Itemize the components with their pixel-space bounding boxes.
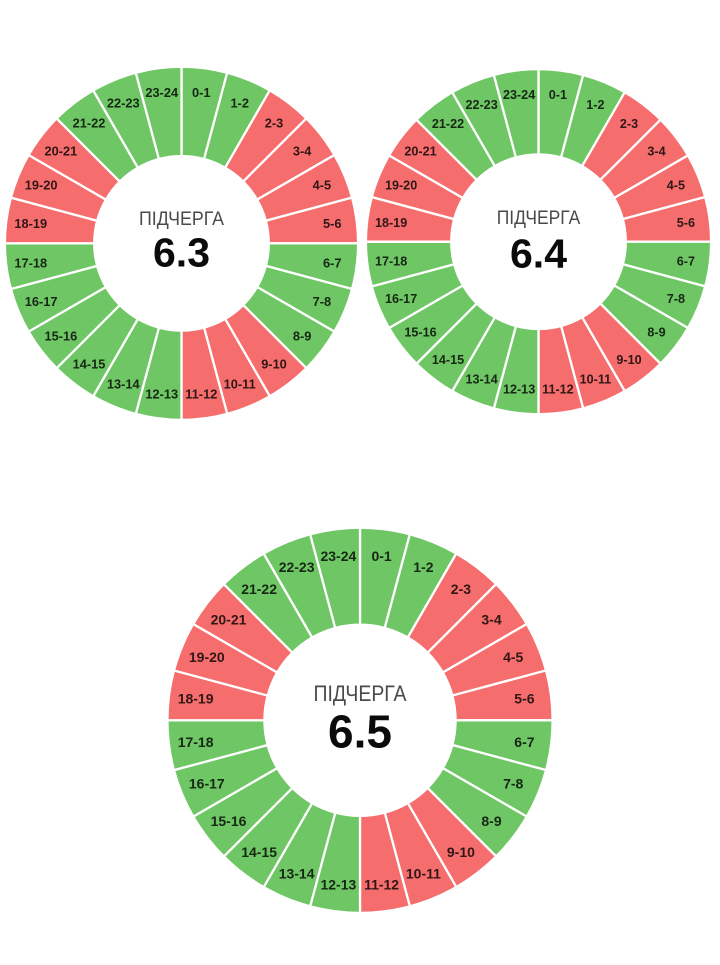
svg-text:17-18: 17-18 xyxy=(14,256,47,271)
svg-text:14-15: 14-15 xyxy=(241,844,277,860)
svg-text:19-20: 19-20 xyxy=(25,178,58,193)
svg-text:10-11: 10-11 xyxy=(580,373,612,387)
svg-text:19-20: 19-20 xyxy=(189,649,225,665)
svg-text:2-3: 2-3 xyxy=(451,581,471,597)
svg-text:2-3: 2-3 xyxy=(620,117,638,131)
svg-text:0-1: 0-1 xyxy=(549,88,567,102)
svg-text:11-12: 11-12 xyxy=(364,877,399,893)
svg-text:13-14: 13-14 xyxy=(465,373,497,387)
svg-text:20-21: 20-21 xyxy=(404,145,436,159)
svg-text:14-15: 14-15 xyxy=(73,357,106,372)
svg-text:ПІДЧЕРГА: ПІДЧЕРГА xyxy=(497,208,581,229)
svg-text:3-4: 3-4 xyxy=(293,143,312,158)
svg-text:18-19: 18-19 xyxy=(178,691,214,707)
svg-text:2-3: 2-3 xyxy=(265,115,284,130)
svg-text:6.4: 6.4 xyxy=(510,230,567,276)
svg-text:5-6: 5-6 xyxy=(514,691,534,707)
svg-text:10-11: 10-11 xyxy=(224,376,256,391)
svg-text:1-2: 1-2 xyxy=(413,559,433,575)
svg-text:21-22: 21-22 xyxy=(241,581,277,597)
svg-text:6-7: 6-7 xyxy=(323,256,342,271)
svg-text:3-4: 3-4 xyxy=(481,611,501,627)
svg-text:8-9: 8-9 xyxy=(647,326,665,340)
svg-text:15-16: 15-16 xyxy=(211,813,247,829)
svg-text:4-5: 4-5 xyxy=(667,178,685,192)
svg-text:6-7: 6-7 xyxy=(514,734,534,750)
svg-text:9-10: 9-10 xyxy=(261,357,287,372)
svg-text:6-7: 6-7 xyxy=(677,255,695,269)
svg-text:17-18: 17-18 xyxy=(375,255,407,269)
svg-text:18-19: 18-19 xyxy=(375,216,407,230)
svg-text:6.5: 6.5 xyxy=(328,706,392,758)
svg-text:7-8: 7-8 xyxy=(313,294,332,309)
svg-text:ПІДЧЕРГА: ПІДЧЕРГА xyxy=(314,681,407,706)
svg-text:ПІДЧЕРГА: ПІДЧЕРГА xyxy=(139,209,224,230)
svg-text:13-14: 13-14 xyxy=(279,866,315,882)
svg-text:21-22: 21-22 xyxy=(432,117,464,131)
svg-text:19-20: 19-20 xyxy=(385,178,417,192)
svg-text:16-17: 16-17 xyxy=(25,294,58,309)
svg-text:16-17: 16-17 xyxy=(189,776,225,792)
svg-text:16-17: 16-17 xyxy=(385,292,417,306)
svg-text:8-9: 8-9 xyxy=(481,813,501,829)
svg-text:12-13: 12-13 xyxy=(145,387,178,402)
svg-text:0-1: 0-1 xyxy=(371,548,391,564)
svg-text:23-24: 23-24 xyxy=(320,548,356,564)
svg-text:3-4: 3-4 xyxy=(647,145,665,159)
svg-text:6.3: 6.3 xyxy=(153,230,210,276)
svg-text:22-23: 22-23 xyxy=(279,559,315,575)
svg-text:17-18: 17-18 xyxy=(178,734,214,750)
svg-text:23-24: 23-24 xyxy=(503,88,535,102)
svg-text:10-11: 10-11 xyxy=(406,866,441,882)
svg-text:15-16: 15-16 xyxy=(404,326,436,340)
svg-text:1-2: 1-2 xyxy=(586,98,604,112)
svg-text:7-8: 7-8 xyxy=(503,776,523,792)
svg-text:9-10: 9-10 xyxy=(447,844,475,860)
svg-text:5-6: 5-6 xyxy=(677,216,695,230)
svg-text:4-5: 4-5 xyxy=(313,178,332,193)
svg-text:11-12: 11-12 xyxy=(542,383,574,397)
svg-text:4-5: 4-5 xyxy=(503,649,523,665)
svg-text:1-2: 1-2 xyxy=(230,96,249,111)
svg-text:7-8: 7-8 xyxy=(667,292,685,306)
svg-text:8-9: 8-9 xyxy=(293,328,312,343)
svg-text:11-12: 11-12 xyxy=(185,387,217,402)
svg-text:0-1: 0-1 xyxy=(192,85,211,100)
svg-text:12-13: 12-13 xyxy=(320,877,356,893)
svg-text:22-23: 22-23 xyxy=(107,96,140,111)
svg-text:14-15: 14-15 xyxy=(432,353,464,367)
svg-text:12-13: 12-13 xyxy=(503,383,535,397)
svg-text:22-23: 22-23 xyxy=(465,98,497,112)
svg-text:21-22: 21-22 xyxy=(73,115,106,130)
svg-text:15-16: 15-16 xyxy=(45,328,78,343)
svg-text:9-10: 9-10 xyxy=(616,353,641,367)
svg-text:13-14: 13-14 xyxy=(107,376,141,391)
svg-text:18-19: 18-19 xyxy=(14,216,47,231)
svg-text:23-24: 23-24 xyxy=(145,85,179,100)
svg-text:20-21: 20-21 xyxy=(211,611,247,627)
svg-text:20-21: 20-21 xyxy=(45,143,78,158)
svg-text:5-6: 5-6 xyxy=(323,216,342,231)
